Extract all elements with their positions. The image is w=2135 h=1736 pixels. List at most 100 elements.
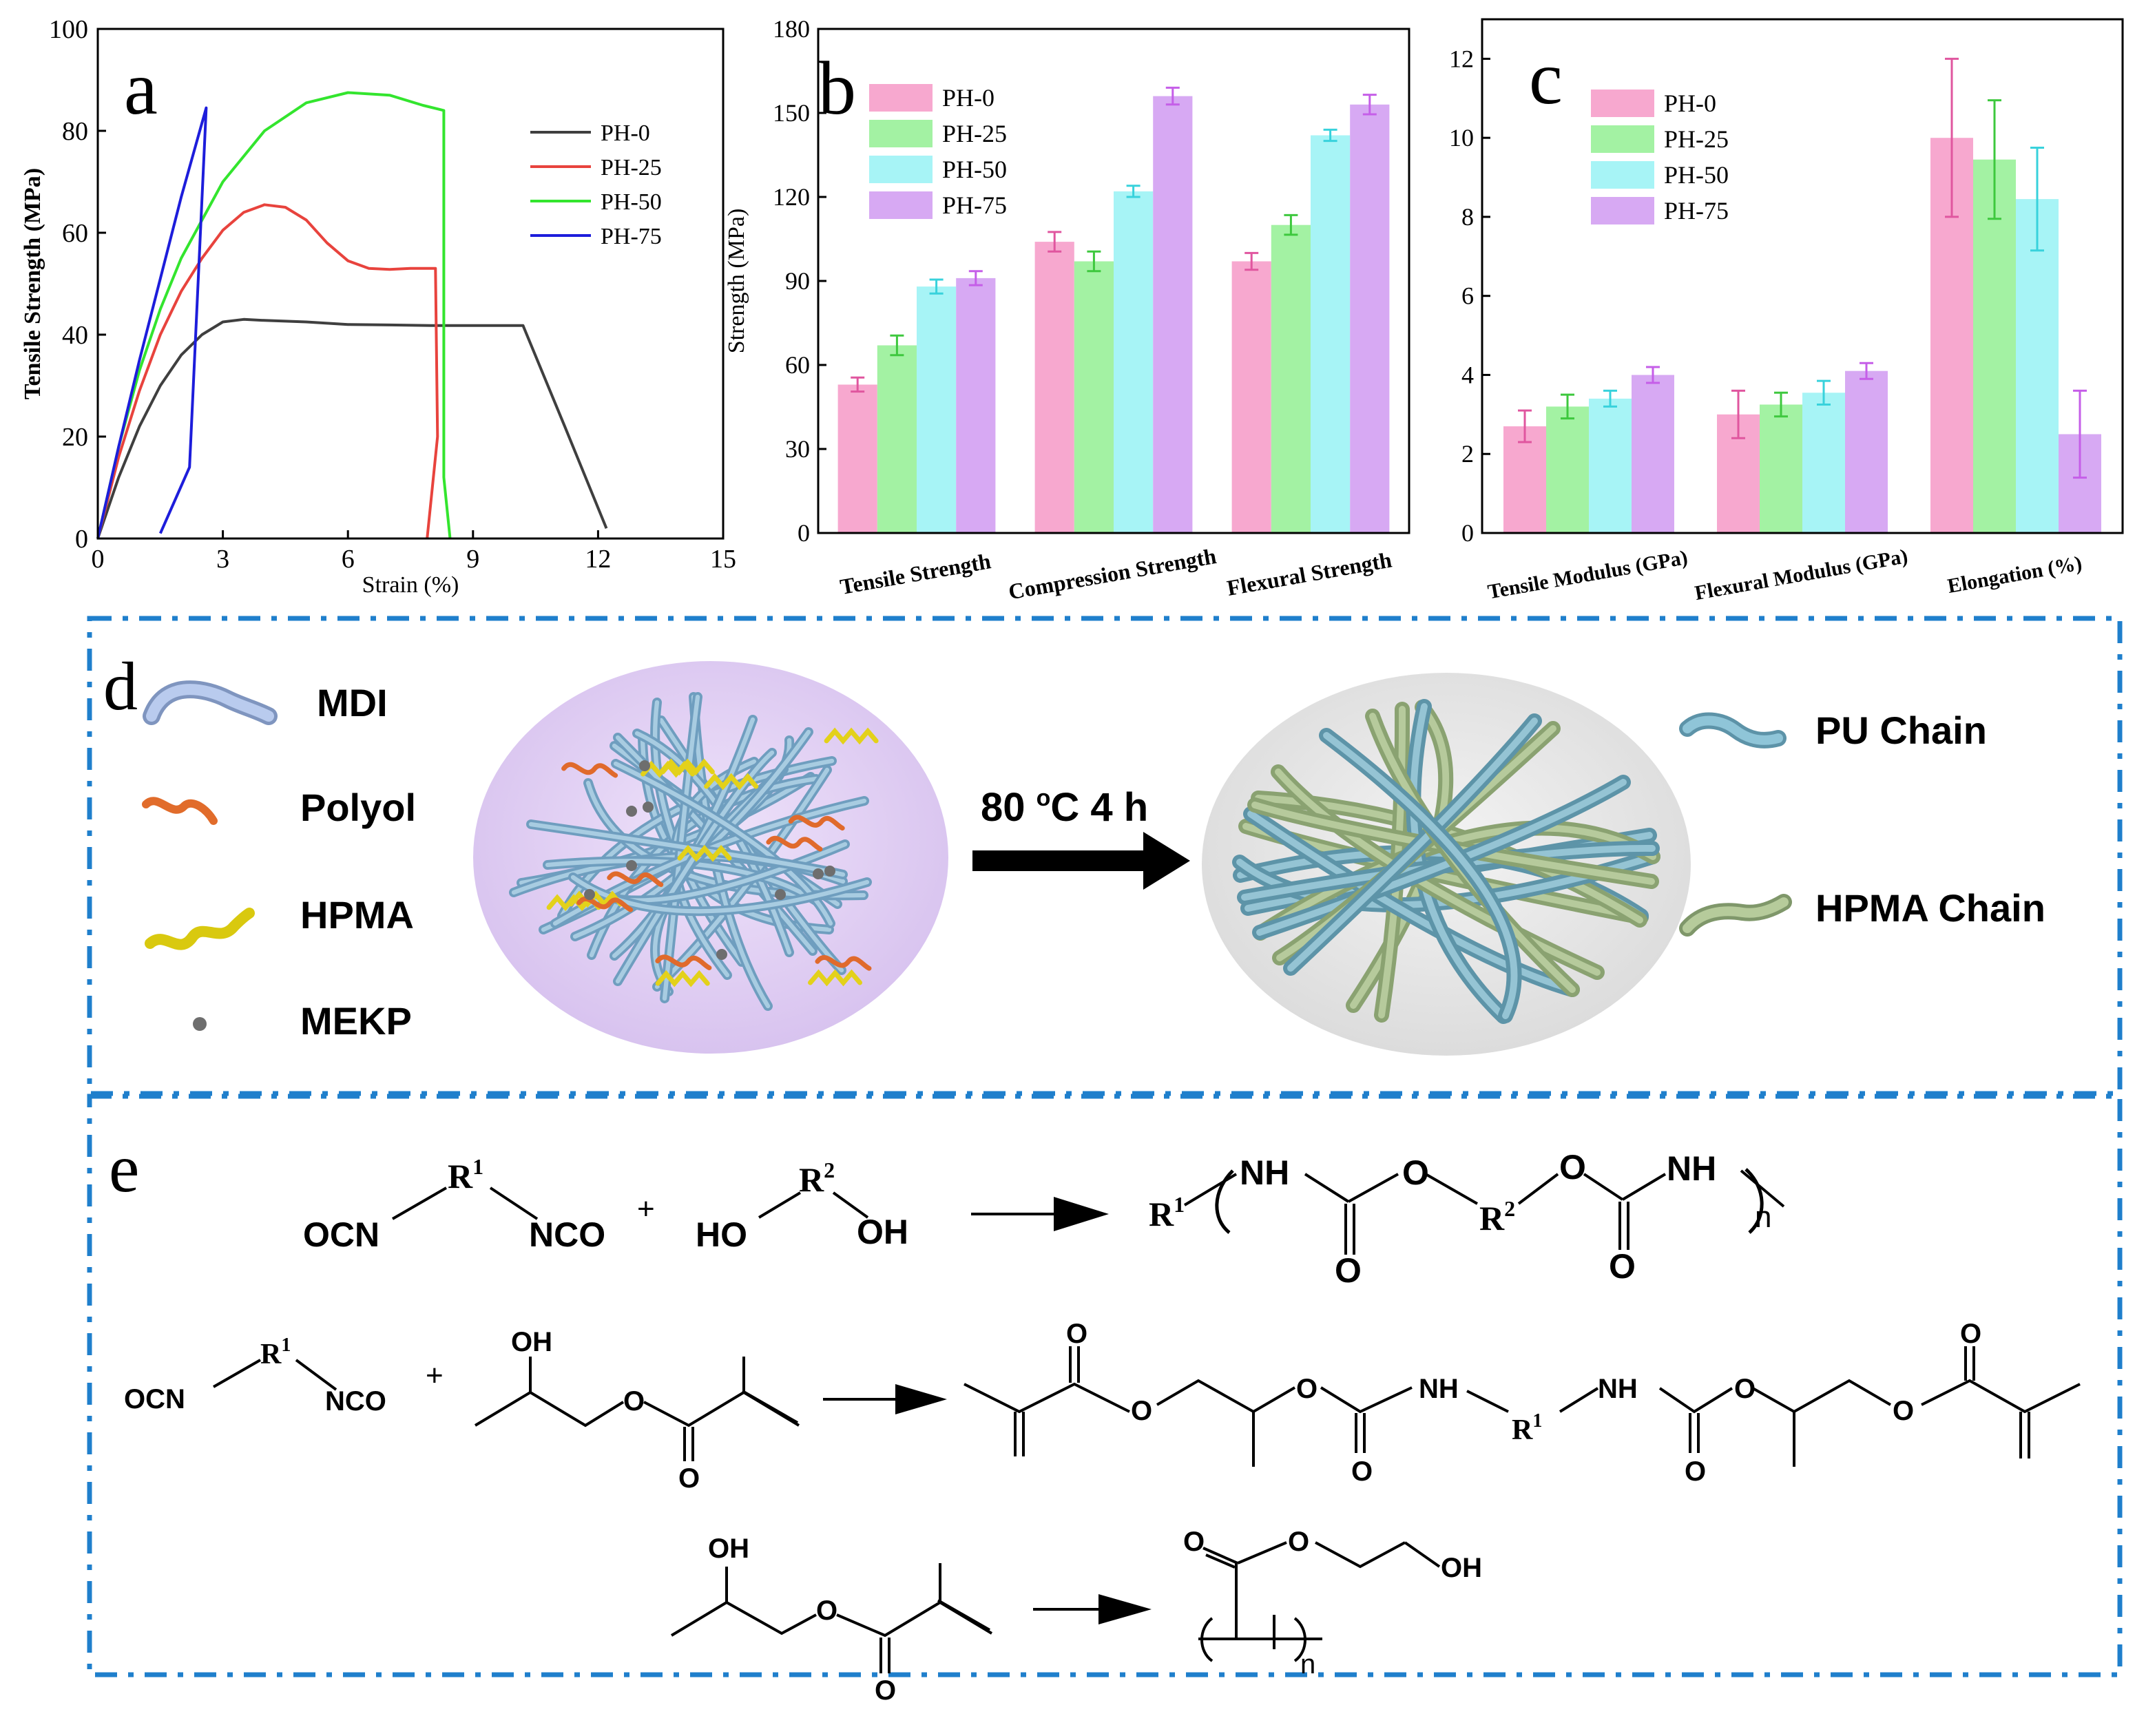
r2-r1-sup: 1 — [281, 1335, 291, 1356]
hpma-strand — [704, 773, 759, 791]
r3-arrow — [1033, 1594, 1152, 1624]
reaction-3-bonds — [670, 1541, 1441, 1673]
panel-a-ticks: 0 3 6 9 12 15 0 20 40 60 80 100 — [49, 15, 736, 574]
polyol-strand — [766, 835, 823, 852]
r2-r1: R1 — [260, 1335, 291, 1370]
r2-arrow-head — [895, 1384, 947, 1414]
r3-oh: OH — [708, 1534, 749, 1564]
r3-o: O — [816, 1596, 837, 1626]
bar-ph-25 — [877, 345, 917, 533]
polyol-strand — [815, 955, 872, 971]
legend-label: PH-50 — [942, 156, 1007, 183]
bar-ph-25 — [1074, 261, 1114, 533]
bar-ph-25 — [1973, 159, 2016, 533]
y-tick-label: 0 — [1461, 519, 1474, 547]
polyol-icon — [142, 797, 218, 825]
bond — [1205, 1554, 1236, 1569]
r2-prod-o-carb-right: O — [1685, 1456, 1706, 1487]
y-tick-label: 180 — [773, 15, 810, 43]
r1-bond — [758, 1191, 802, 1219]
mekp-icon — [193, 1017, 207, 1031]
bond — [1740, 1169, 1785, 1208]
r3-prod-bracket-right — [1293, 1617, 1306, 1662]
panel-a-legend: PH-0 PH-25 PH-50 PH-75 — [530, 121, 662, 249]
series-line-ph-25 — [96, 203, 439, 539]
legend-label: PH-0 — [1664, 90, 1716, 117]
curing-arrow — [972, 832, 1190, 890]
hpma-strand — [655, 970, 710, 987]
r1-prod-nh1: NH — [1240, 1153, 1289, 1192]
r1-arrow — [971, 1197, 1109, 1231]
bond — [295, 1359, 337, 1391]
arrow-condition: 80 oC 4 h — [981, 785, 1148, 830]
legend-pu-chain: PU Chain — [1815, 709, 1987, 752]
legend-swatch — [1591, 125, 1654, 153]
y-tick-label: 80 — [62, 117, 88, 146]
mekp-particle — [775, 889, 786, 900]
legend-label: PH-0 — [601, 121, 650, 146]
bar-ph-0 — [1231, 261, 1271, 533]
pu-strand-highlight — [528, 822, 846, 877]
legend-swatch — [869, 191, 933, 219]
r1-nco: NCO — [529, 1215, 605, 1254]
legend-swatch — [869, 156, 933, 183]
panel-a-ylabel: Tensile Strength (MPa) — [20, 168, 45, 399]
bar-ph-50 — [1311, 135, 1351, 533]
y-tick-label: 12 — [1449, 45, 1474, 72]
legend-swatch — [1591, 161, 1654, 189]
legend-label: PH-50 — [601, 189, 662, 215]
r3-prod-oh: OH — [1441, 1553, 1482, 1583]
legend-swatch — [869, 84, 933, 112]
legend-polyol: Polyol — [300, 786, 416, 829]
scheme-boxes — [87, 616, 2123, 1677]
product-2-skeleton — [1320, 1386, 1413, 1414]
bar-ph-75 — [1632, 375, 1674, 533]
r2-hpma-o: O — [623, 1386, 645, 1416]
r1-ho: HO — [696, 1215, 747, 1254]
mekp-particle — [639, 760, 650, 771]
bar-ph-25 — [1546, 406, 1589, 533]
y-tick-label: 4 — [1461, 361, 1474, 388]
panel-e-label: e — [109, 1130, 139, 1206]
y-tick-label: 30 — [785, 435, 810, 463]
pu-strand-highlight — [615, 750, 775, 984]
r2-prod-o-top-left: O — [1066, 1319, 1087, 1349]
panel-a-label: a — [124, 46, 158, 130]
legend-label: PH-75 — [1664, 197, 1729, 224]
mdi-icon-highlight — [146, 684, 274, 722]
bar-ph-0 — [1034, 242, 1074, 533]
bond — [1517, 1173, 1559, 1205]
r1-prod-r2: R2 — [1479, 1196, 1515, 1237]
r2-prod-o-right: O — [1893, 1396, 1914, 1426]
y-tick-label: 2 — [1461, 440, 1474, 468]
r3-prod-ester-o: O — [1288, 1527, 1309, 1557]
hpma-chain-icon-highlight — [1683, 897, 1789, 933]
r1-arrow-head — [1054, 1197, 1109, 1231]
panel-a: 0 3 6 9 12 15 0 20 40 60 80 100 a Strain (%) Tensil… — [20, 15, 736, 598]
cured-network — [1232, 699, 1660, 1024]
hpma-skeleton — [474, 1390, 625, 1428]
bar-ph-75 — [956, 278, 996, 533]
panel-b-plot-area — [837, 86, 1390, 534]
bond — [1466, 1390, 1509, 1413]
bond — [1202, 1547, 1238, 1565]
r2-prod-r1-letter: R — [1512, 1414, 1533, 1446]
bond — [1583, 1173, 1624, 1201]
r1-prod-r1: R1 — [1149, 1192, 1185, 1233]
pre-cure-network — [509, 692, 879, 1011]
category-label: Compression Strength — [1007, 543, 1218, 605]
y-tick-label: 60 — [785, 351, 810, 379]
category-label: Tensile Strength — [838, 548, 992, 599]
mekp-particle — [716, 949, 727, 960]
arrow-condition-rest: C 4 h — [1050, 785, 1148, 830]
r1-oh: OH — [857, 1213, 908, 1251]
category-label: Flexural Modulus (GPa) — [1693, 545, 1909, 605]
y-tick-label: 120 — [773, 183, 810, 211]
r1-plus: + — [637, 1192, 655, 1226]
r1-prod-o2: O — [1559, 1148, 1586, 1186]
y-tick-label: 0 — [75, 525, 88, 554]
r1-prod-nh2: NH — [1667, 1149, 1716, 1188]
r1-prod-carbonyl-o2: O — [1609, 1247, 1636, 1286]
legend-hpma-chain: HPMA Chain — [1815, 886, 2045, 930]
